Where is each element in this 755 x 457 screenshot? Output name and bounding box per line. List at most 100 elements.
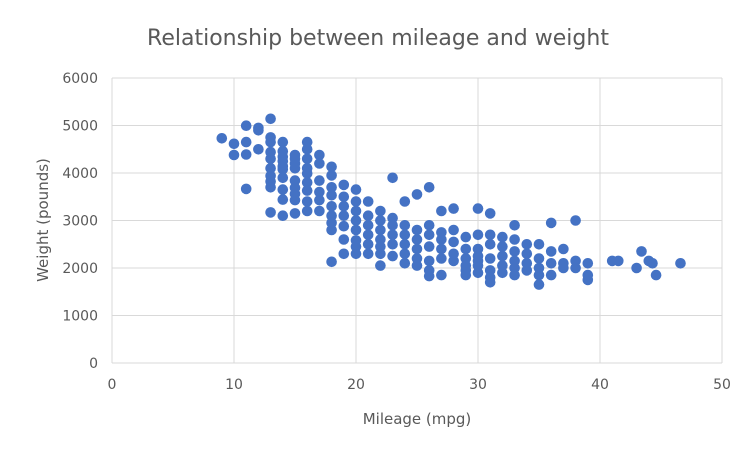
data-point: [411, 189, 423, 200]
data-point: [338, 191, 350, 203]
data-point: [228, 138, 240, 150]
data-point: [277, 136, 289, 148]
data-point: [314, 158, 325, 169]
data-point: [423, 229, 435, 241]
data-point: [289, 194, 301, 206]
data-point: [265, 163, 276, 174]
data-point: [289, 208, 301, 219]
data-point: [362, 248, 374, 260]
data-point: [509, 246, 520, 257]
y-tick-label: 0: [89, 356, 98, 372]
data-point: [338, 220, 350, 232]
data-point: [338, 201, 350, 212]
x-tick-label: 40: [591, 377, 609, 393]
data-point: [387, 250, 398, 262]
data-point: [436, 269, 447, 281]
data-point: [326, 224, 337, 236]
data-point: [350, 184, 362, 195]
data-points: [216, 113, 686, 290]
data-point: [399, 239, 411, 250]
data-point: [277, 194, 289, 205]
data-point: [265, 153, 276, 165]
data-point: [301, 185, 313, 196]
data-point: [240, 149, 252, 160]
data-point: [436, 243, 447, 255]
data-point: [484, 277, 496, 288]
data-point: [533, 239, 545, 250]
data-point: [497, 241, 508, 252]
data-point: [314, 149, 325, 161]
data-point: [277, 184, 289, 195]
data-point: [436, 253, 447, 264]
data-point: [301, 153, 313, 165]
gridlines: [111, 77, 723, 364]
data-point: [545, 258, 557, 269]
data-point: [497, 250, 508, 262]
y-axis-ticks: 0 1000 2000 3000 4000 5000 6000: [62, 71, 98, 372]
data-point: [448, 203, 459, 214]
data-point: [326, 161, 337, 173]
data-point: [484, 208, 496, 219]
data-point: [448, 255, 459, 267]
data-point: [375, 205, 386, 217]
data-point: [228, 149, 240, 161]
data-point: [277, 163, 289, 175]
data-point: [484, 229, 496, 241]
x-tick-label: 20: [347, 377, 365, 393]
data-point: [362, 210, 374, 221]
data-point: [301, 196, 313, 207]
data-point: [521, 265, 533, 276]
data-point: [411, 260, 423, 271]
data-point: [240, 120, 252, 131]
data-point: [338, 210, 350, 221]
data-point: [545, 269, 557, 281]
data-point: [509, 220, 520, 231]
data-point: [509, 269, 520, 281]
data-point: [570, 215, 581, 226]
data-point: [411, 234, 423, 245]
data-point: [460, 231, 472, 243]
data-point: [558, 262, 569, 274]
data-point: [399, 248, 411, 260]
data-point: [314, 194, 325, 206]
data-point: [436, 205, 447, 217]
data-point: [375, 248, 386, 260]
data-point: [582, 274, 594, 286]
data-point: [647, 258, 658, 269]
data-point: [216, 133, 228, 144]
data-point: [460, 243, 472, 255]
data-point: [521, 248, 533, 260]
data-point: [423, 241, 435, 252]
data-point: [423, 255, 435, 267]
data-point: [350, 196, 362, 207]
data-point: [484, 253, 496, 264]
y-tick-label: 2000: [62, 261, 98, 277]
y-tick-label: 6000: [62, 71, 98, 87]
data-point: [265, 136, 276, 148]
data-point: [387, 172, 398, 184]
data-point: [362, 239, 374, 250]
data-point: [533, 253, 545, 264]
data-point: [399, 229, 411, 241]
data-point: [350, 224, 362, 236]
data-point: [509, 234, 520, 245]
data-point: [448, 236, 459, 248]
data-point: [582, 258, 594, 269]
x-tick-label: 0: [108, 377, 117, 393]
data-point: [460, 269, 472, 281]
data-point: [314, 205, 325, 217]
data-point: [277, 172, 289, 184]
data-point: [362, 196, 374, 207]
data-point: [265, 207, 276, 218]
x-axis-title: Mileage (mpg): [363, 410, 472, 428]
y-tick-label: 3000: [62, 214, 98, 230]
data-point: [399, 196, 411, 207]
data-point: [375, 260, 386, 271]
data-point: [387, 229, 398, 241]
data-point: [411, 224, 423, 236]
data-point: [613, 255, 624, 267]
data-point: [301, 168, 313, 179]
data-point: [411, 243, 423, 255]
data-point: [338, 179, 350, 191]
